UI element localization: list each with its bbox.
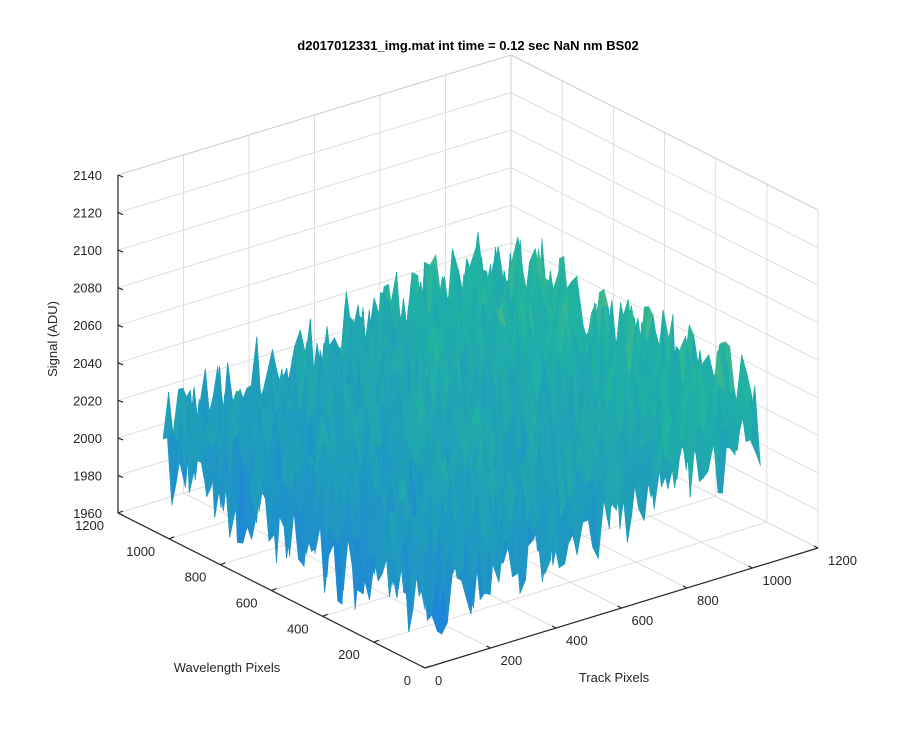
surface-mesh xyxy=(162,232,761,635)
z-tick-label: 2060 xyxy=(73,318,102,333)
y-tick-label: 600 xyxy=(236,596,258,611)
z-tick-mark xyxy=(117,512,124,516)
x-tick-mark xyxy=(486,645,491,649)
z-tick-mark xyxy=(117,362,124,366)
y-tick-mark xyxy=(220,562,226,566)
axes-ticks: 0 200 400 600 800 1000 1200 0 200 400 600 800 1000 12… xyxy=(73,168,857,688)
y-tick-mark xyxy=(373,639,380,643)
x-tick-label: 800 xyxy=(697,593,719,608)
z-tick-label: 2080 xyxy=(73,281,102,296)
x-tick-label: 200 xyxy=(501,653,523,668)
x-axis-title: Track Pixels xyxy=(579,670,650,685)
y-tick-label: 200 xyxy=(338,647,360,662)
z-tick-mark xyxy=(117,287,124,291)
z-tick-mark xyxy=(117,249,124,253)
z-tick-mark xyxy=(117,211,124,216)
z-tick-label: 1980 xyxy=(73,468,102,483)
box-edge-top-side xyxy=(510,54,819,211)
surface-patch xyxy=(162,391,174,440)
side-wall-gridline-z xyxy=(510,129,819,286)
y-axis-title: Wavelength Pixels xyxy=(174,660,281,675)
z-tick-label: 2040 xyxy=(73,356,102,371)
x-tick-mark xyxy=(617,605,622,609)
z-tick-mark xyxy=(117,174,124,178)
back-wall-gridline-z xyxy=(117,92,512,214)
x-tick-mark xyxy=(682,585,688,589)
x-tick-mark xyxy=(420,665,426,669)
y-tick-label: 400 xyxy=(287,621,309,636)
z-tick-label: 2000 xyxy=(73,431,102,446)
y-tick-mark xyxy=(322,613,328,617)
z-tick-mark xyxy=(117,324,124,328)
z-tick-label: 2140 xyxy=(73,168,102,183)
x-tick-label: 1200 xyxy=(828,553,857,568)
side-wall-gridline-z xyxy=(510,92,819,249)
y-tick-label: 800 xyxy=(185,570,207,585)
y-tick-label: 1200 xyxy=(75,518,104,533)
z-tick-mark xyxy=(117,437,124,441)
x-tick-mark xyxy=(551,625,557,629)
y-tick-label: 0 xyxy=(404,673,411,688)
back-wall-gridline-z xyxy=(117,129,512,251)
y-tick-mark xyxy=(271,587,277,592)
x-tick-mark xyxy=(813,545,819,549)
x-tick-label: 0 xyxy=(435,673,442,688)
chart-title: d2017012331_img.mat int time = 0.12 sec … xyxy=(297,38,638,53)
z-tick-label: 1960 xyxy=(73,506,102,521)
x-tick-label: 600 xyxy=(632,613,654,628)
side-wall-gridline-z xyxy=(510,204,819,361)
x-tick-label: 400 xyxy=(566,633,588,648)
x-tick-label: 1000 xyxy=(763,573,792,588)
box-edge-top-back xyxy=(117,54,512,176)
y-tick-mark xyxy=(424,665,431,669)
side-wall-gridline-z xyxy=(510,167,819,324)
y-tick-mark xyxy=(168,536,175,540)
z-tick-label: 2120 xyxy=(73,206,102,221)
back-wall-gridline-z xyxy=(117,167,512,289)
z-tick-label: 2020 xyxy=(73,393,102,408)
y-tick-label: 1000 xyxy=(126,544,155,559)
x-tick-mark xyxy=(748,565,753,569)
z-axis-title: Signal (ADU) xyxy=(45,301,60,377)
z-tick-mark xyxy=(117,474,124,479)
y-tick-mark xyxy=(117,510,124,514)
z-tick-mark xyxy=(117,399,124,403)
back-wall-gridline-z xyxy=(117,204,512,326)
z-tick-label: 2100 xyxy=(73,243,102,258)
surface-patch xyxy=(420,522,431,611)
back-wall-gridline-z xyxy=(117,242,512,364)
